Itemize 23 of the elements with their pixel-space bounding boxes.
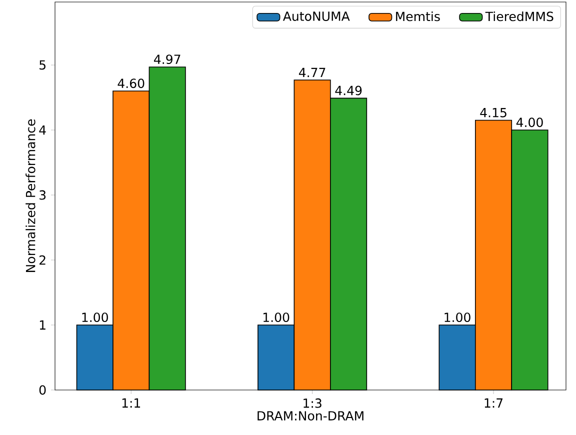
x-axis-title: DRAM:Non-DRAM	[258, 411, 364, 420]
legend-label: AutoNUMA	[282, 12, 350, 21]
data-label: 4.49	[335, 86, 362, 96]
x-tick-label: 1:3	[304, 398, 322, 408]
data-label: 1.00	[264, 312, 290, 322]
data-label: 1.00	[82, 312, 108, 322]
y-tick-label: 1	[40, 320, 46, 330]
data-label: 4.15	[480, 108, 506, 118]
data-label: 4.60	[118, 78, 144, 88]
y-tick-label: 0	[39, 385, 46, 395]
data-label: 4.97	[154, 54, 180, 64]
x-tick-label: 1:1	[122, 398, 140, 408]
x-tick-label: 1:7	[484, 398, 503, 408]
y-tick-label: 2	[40, 255, 46, 265]
data-label: 1.00	[444, 312, 470, 322]
y-tick-label: 4	[39, 125, 46, 135]
data-label: 4.00	[516, 118, 543, 128]
legend-label: Memtis	[396, 11, 440, 22]
data-label: 4.77	[298, 68, 326, 78]
legend-label: TieredMMS	[485, 11, 554, 22]
y-tick-label: 5	[40, 60, 46, 70]
y-tick-label: 3	[40, 190, 46, 200]
y-axis-title: Normalized Performance	[26, 119, 36, 272]
